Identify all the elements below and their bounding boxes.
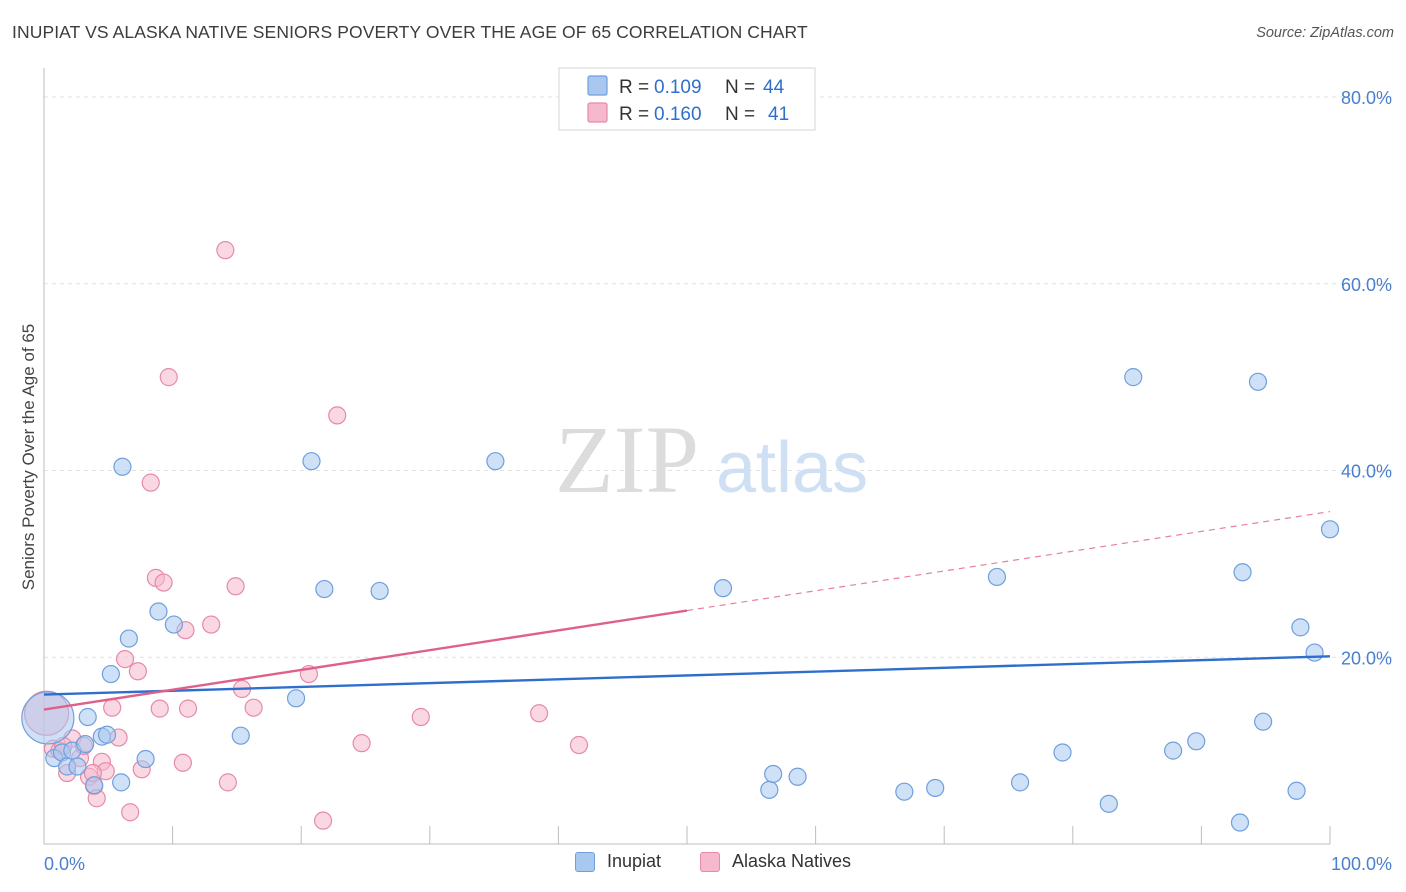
x-tick-label-100: 100.0% — [1331, 854, 1392, 874]
inupiat-point — [1230, 813, 1250, 832]
watermark: ZIP atlas — [555, 406, 868, 513]
alaska-natives-point — [244, 698, 263, 717]
alaska-natives-point — [115, 650, 135, 669]
y-tick-label-20: 20.0% — [1341, 648, 1392, 668]
inupiat-point — [1053, 743, 1072, 762]
inupiat-point — [1305, 643, 1324, 662]
alaska-natives-point — [569, 735, 589, 755]
inupiat-point — [149, 602, 168, 621]
watermark-atlas: atlas — [716, 428, 868, 508]
legend-n-value-2: 41 — [768, 104, 789, 125]
inupiat-point — [21, 691, 75, 745]
legend-bottom: Inupiat Alaska Natives — [0, 851, 1406, 879]
alaska-natives-point — [202, 615, 221, 634]
inupiat-point — [1248, 372, 1268, 391]
inupiat-point — [370, 581, 389, 601]
alaska-natives-point — [141, 473, 160, 492]
tick-labels: 20.0% 40.0% 60.0% 80.0% 0.0% 100.0% — [44, 88, 1392, 874]
alaska-natives-point — [352, 734, 371, 753]
alaska-natives-point — [328, 406, 347, 425]
alaska-natives-point — [226, 577, 245, 596]
legend-swatch-alaska-bottom — [700, 851, 720, 872]
source-label: Source: ZipAtlas.com — [1256, 25, 1394, 41]
legend-item-inupiat: Inupiat — [575, 851, 661, 872]
inupiat-point — [1254, 712, 1273, 731]
legend-swatch-inupiat — [587, 75, 608, 96]
alaska-natives-point — [313, 811, 333, 830]
inupiat-point — [1099, 794, 1118, 813]
y-tick-label-60: 60.0% — [1341, 275, 1392, 295]
legend-r-value-1: 0.109 — [654, 77, 702, 98]
inupiat-point — [231, 726, 250, 745]
inupiat-point — [85, 776, 104, 795]
legend-n-value-1: 44 — [763, 77, 785, 98]
legend-n-label-2: N = — [725, 104, 760, 125]
inupiat-point — [302, 452, 321, 471]
alaska-natives-point — [178, 699, 198, 718]
alaska-natives-point — [530, 704, 549, 723]
inupiat-point — [315, 579, 334, 599]
inupiat-point — [164, 615, 183, 634]
inupiat-point — [788, 767, 807, 786]
alaska-natives-point — [128, 662, 147, 681]
inupiat-point — [286, 689, 306, 708]
inupiat-point — [112, 773, 131, 792]
alaska-natives-trend-line — [43, 609, 688, 711]
legend-item-alaska-natives: Alaska Natives — [700, 851, 851, 872]
watermark-zip: ZIP — [555, 406, 699, 513]
alaska-natives-trend-extension — [686, 510, 1331, 612]
legend-swatch-inupiat-bottom — [575, 851, 595, 872]
inupiat-point — [119, 629, 138, 648]
chart-title: INUPIAT VS ALASKA NATIVE SENIORS POVERTY… — [12, 22, 808, 42]
inupiat-point — [68, 757, 87, 776]
inupiat-point — [1164, 741, 1183, 760]
inupiat-point — [76, 734, 95, 754]
inupiat-point — [97, 725, 117, 744]
alaska-natives-point — [103, 698, 122, 717]
x-tick-label-0: 0.0% — [44, 854, 85, 874]
inupiat-point — [1320, 520, 1340, 539]
y-axis-label: Seniors Poverty Over the Age of 65 — [19, 324, 38, 590]
legend-n-label-1: N = — [725, 77, 760, 98]
alaska-natives-point — [154, 573, 173, 592]
inupiat-point — [78, 707, 97, 727]
inupiat-point — [1291, 618, 1310, 637]
alaska-natives-point — [411, 707, 430, 727]
y-tick-label-80: 80.0% — [1341, 88, 1392, 108]
legend-r-label-2: R = — [619, 104, 654, 125]
legend-r-value-2: 0.160 — [654, 104, 702, 125]
alaska-natives-point — [159, 368, 178, 387]
inupiat-point — [1010, 773, 1030, 792]
legend-label-inupiat: Inupiat — [607, 851, 662, 871]
inupiat-point — [136, 749, 155, 769]
inupiat-trend-line — [43, 655, 1331, 696]
inupiat-point — [713, 579, 733, 598]
inupiat-point — [926, 778, 945, 798]
legend-swatch-alaska — [587, 102, 608, 123]
inupiat-point — [1287, 781, 1306, 800]
grid-layer — [44, 96, 1392, 658]
points-layer — [21, 241, 1340, 832]
inupiat-point — [895, 782, 914, 801]
inupiat-point — [113, 457, 132, 476]
legend-r-label-1: R = — [619, 77, 654, 98]
y-tick-label-40: 40.0% — [1341, 462, 1392, 482]
inupiat-point — [1187, 732, 1206, 751]
alaska-natives-point — [121, 803, 140, 822]
alaska-natives-point — [216, 241, 235, 260]
inupiat-point — [486, 452, 505, 471]
inupiat-point — [1124, 368, 1143, 387]
inupiat-point — [101, 664, 120, 684]
legend-top: R = 0.109 N = 44 R = 0.160 N = 41 — [558, 67, 816, 131]
alaska-natives-point — [173, 753, 192, 772]
inupiat-point — [760, 780, 779, 799]
alaska-natives-point — [218, 773, 237, 792]
alaska-natives-point — [150, 699, 169, 718]
inupiat-point — [764, 764, 783, 784]
trend-layer — [43, 510, 1331, 711]
inupiat-point — [987, 567, 1007, 587]
legend-label-alaska-natives: Alaska Natives — [732, 851, 852, 871]
inupiat-point — [1233, 563, 1252, 582]
